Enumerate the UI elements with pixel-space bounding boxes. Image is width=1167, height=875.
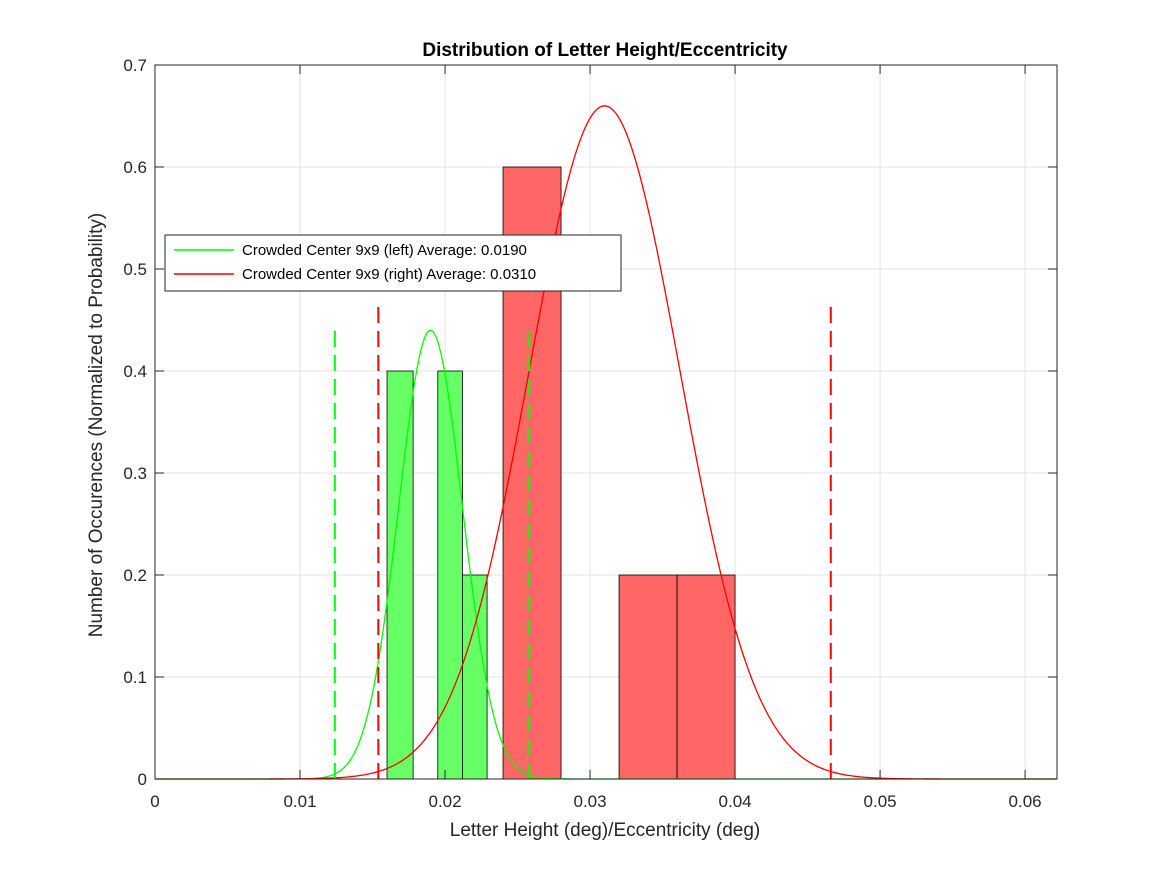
- ticks: 0 0.01 0.02 0.03 0.04 0.05 0.06 0 0.1 0.2 0.3 0.4 0.…: [123, 56, 1057, 811]
- x-tick-label: 0.06: [1009, 792, 1042, 811]
- x-tick-label: 0.03: [574, 792, 607, 811]
- legend-box: [164, 234, 622, 292]
- histogram-bar-left: [437, 370, 463, 780]
- dashed-lines: [333, 299, 832, 779]
- y-tick-label: 0.1: [123, 668, 147, 687]
- chart-title: Distribution of Letter Height/Eccentrici…: [422, 40, 788, 61]
- x-tick-label: 0.04: [719, 792, 752, 811]
- histogram-bar-left: [386, 370, 414, 780]
- y-tick-label: 0: [138, 770, 147, 789]
- x-tick-label: 0.01: [283, 792, 316, 811]
- y-tick-label: 0.6: [123, 158, 147, 177]
- legend: Crowded Center 9x9 (left) Average: 0.019…: [164, 234, 622, 292]
- y-tick-label: 0.4: [123, 362, 147, 381]
- x-tick-label: 0.02: [428, 792, 461, 811]
- x-axis-label: Letter Height (deg)/Eccentricity (deg): [450, 820, 760, 841]
- x-tick-label: 0: [150, 792, 159, 811]
- plot-frame: [154, 64, 1058, 780]
- legend-entry-right: Crowded Center 9x9 (right) Average: 0.03…: [242, 266, 536, 283]
- legend-entry-left: Crowded Center 9x9 (left) Average: 0.019…: [242, 242, 527, 259]
- histogram-bar-left: [462, 574, 488, 780]
- y-tick-label: 0.2: [123, 566, 147, 585]
- histogram-bar-right: [676, 574, 736, 780]
- y-tick-label: 0.7: [123, 56, 147, 75]
- y-axis-label: Number of Occurences (Normalized to Prob…: [86, 213, 107, 638]
- y-tick-label: 0.3: [123, 464, 147, 483]
- x-tick-label: 0.05: [864, 792, 897, 811]
- histogram-bar-right: [618, 574, 678, 780]
- y-tick-label: 0.5: [123, 260, 147, 279]
